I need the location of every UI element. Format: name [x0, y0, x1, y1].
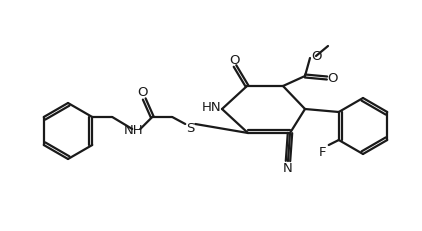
- Text: O: O: [311, 50, 321, 63]
- Text: O: O: [137, 86, 148, 99]
- Text: NH: NH: [124, 123, 143, 136]
- Text: HN: HN: [202, 101, 222, 114]
- Text: O: O: [229, 53, 239, 66]
- Text: F: F: [319, 146, 327, 159]
- Text: N: N: [283, 162, 293, 175]
- Text: S: S: [186, 121, 195, 134]
- Text: O: O: [328, 72, 338, 85]
